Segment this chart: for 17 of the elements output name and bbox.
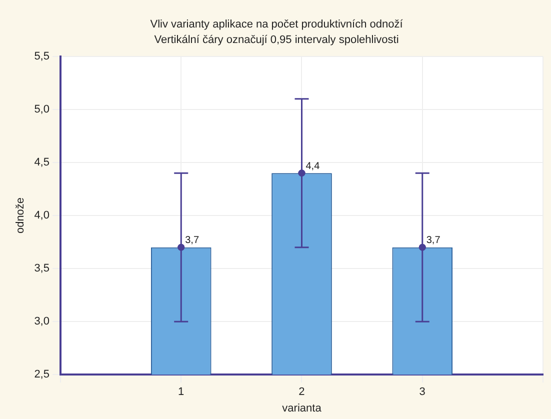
x-axis-title: varianta (282, 402, 322, 414)
y-tick-label: 3,5 (34, 262, 50, 275)
y-tick-label: 4,5 (34, 156, 50, 168)
y-tick-label: 5,0 (34, 103, 50, 116)
x-tick-label: 1 (178, 386, 184, 398)
data-label: 3,7 (185, 235, 200, 246)
y-tick-label: 3,0 (34, 316, 50, 328)
chart-subtitle: Vertikální čáry označují 0,95 intervaly spolehlivosti (154, 34, 399, 46)
x-tick-label: 3 (419, 386, 426, 398)
x-tick-label: 2 (298, 386, 305, 398)
data-label: 4,4 (306, 160, 320, 172)
y-tick-label: 4,0 (34, 210, 50, 222)
chart-title: Vliv varianty aplikace na počet produktivních odnoží (150, 18, 404, 31)
y-tick-label: 2,5 (34, 368, 50, 381)
data-label: 3,7 (426, 235, 441, 246)
y-tick-label: 5,5 (34, 50, 50, 62)
y-axis-title: odnože (14, 197, 27, 234)
